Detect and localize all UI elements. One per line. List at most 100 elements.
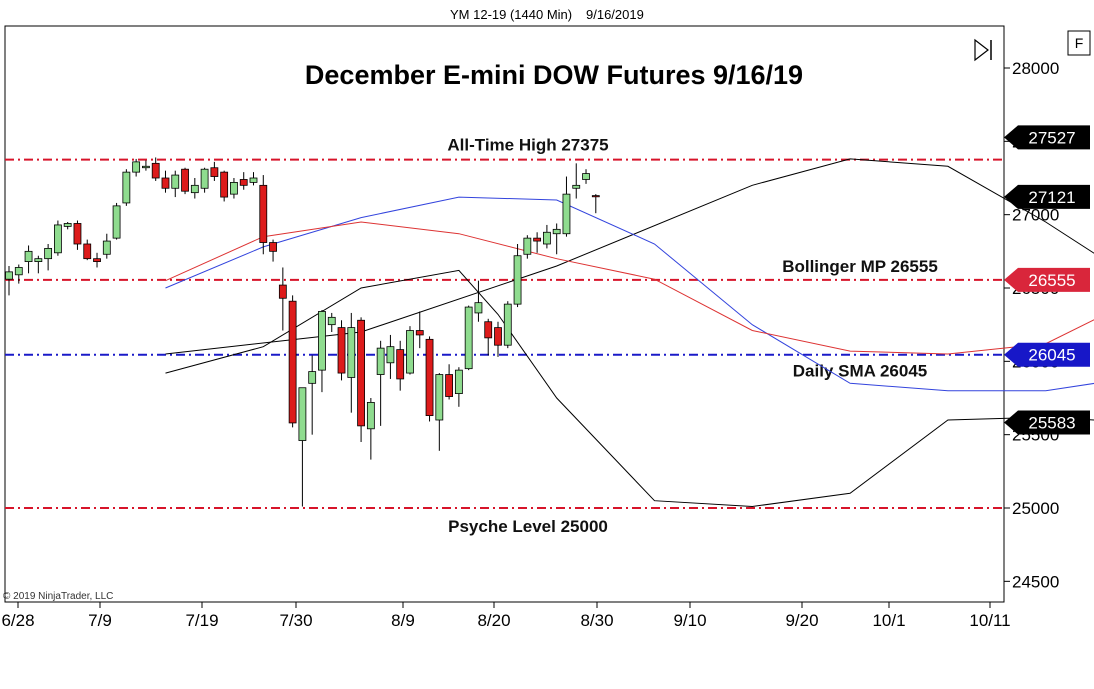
chart-header-date: 9/16/2019 [586, 7, 644, 22]
y-tick-label: 25000 [1012, 499, 1059, 518]
candle [327, 312, 336, 332]
candle [54, 220, 62, 256]
candle [503, 301, 512, 349]
x-tick-label: 10/1 [872, 611, 905, 630]
x-tick-label: 8/30 [580, 611, 613, 630]
scroll-end-icon[interactable] [974, 38, 992, 62]
candle [464, 305, 473, 371]
candle [318, 310, 326, 393]
bollinger-inner-line [165, 196, 1094, 392]
candle [269, 239, 277, 262]
price-badge: 26555 [1004, 267, 1090, 292]
candle [171, 170, 180, 198]
candle [591, 194, 600, 214]
candle [474, 280, 483, 322]
candle [239, 172, 248, 190]
chart-title: December E-mini DOW Futures 9/16/19 [305, 60, 803, 90]
candle [415, 311, 424, 349]
candle [337, 320, 346, 381]
candle [210, 161, 219, 181]
candle [259, 175, 268, 255]
price-badge: 27121 [1004, 184, 1090, 209]
levels-layer: All-Time High 27375 Bollinger MP 26555 Dai… [5, 136, 1004, 536]
candle [425, 336, 434, 422]
price-badge: 27527 [1004, 125, 1090, 150]
level-label: Bollinger MP 26555 [782, 257, 938, 276]
panel-f-button[interactable]: F [1067, 30, 1091, 56]
candle [14, 264, 23, 284]
candle [44, 244, 53, 271]
candle [181, 167, 189, 195]
candle [288, 295, 297, 428]
candle [386, 334, 395, 379]
bollinger-mid-line [165, 221, 1094, 355]
x-tick-label: 9/10 [673, 611, 706, 630]
bollinger-layer [165, 158, 1094, 508]
chart-header-instrument: YM 12-19 (1440 Min) [450, 7, 572, 22]
candle [24, 245, 33, 274]
candle [200, 167, 209, 193]
price-badge-label: 26045 [1028, 346, 1075, 365]
candle [93, 252, 101, 268]
candle [494, 321, 502, 357]
candle [308, 355, 317, 435]
candle [523, 235, 532, 259]
candle [230, 178, 238, 199]
candle [582, 169, 590, 184]
x-tick-label: 10/11 [969, 611, 1010, 630]
candle [73, 220, 82, 250]
price-badge: 26045 [1004, 342, 1090, 367]
y-tick-label: 27000 [1012, 206, 1059, 225]
price-badge: 25583 [1004, 410, 1090, 435]
candle [562, 176, 571, 237]
candle [406, 326, 414, 375]
candle [161, 170, 170, 193]
candles-layer [5, 157, 600, 507]
price-badge-label: 27121 [1028, 188, 1075, 207]
candle [445, 364, 454, 400]
panel-f-label: F [1075, 35, 1084, 51]
candle [435, 373, 444, 451]
price-badge-label: 26555 [1028, 271, 1075, 290]
level-label: All-Time High 27375 [447, 136, 608, 155]
y-tick-label: 24500 [1012, 572, 1059, 591]
candle [347, 312, 356, 413]
x-tick-label: 9/20 [785, 611, 818, 630]
x-tick-label: 7/9 [88, 611, 112, 630]
y-tick-label: 28000 [1012, 59, 1059, 78]
x-tick-label: 6/28 [1, 611, 34, 630]
price-badge-label: 25583 [1028, 413, 1075, 432]
x-tick-label: 7/19 [185, 611, 218, 630]
x-tick-label: 8/9 [391, 611, 415, 630]
candle [396, 340, 405, 391]
x-axis: 6/28 7/9 7/19 7/30 8/9 8/20 8/30 9/10 9/20 10/1 10… [1, 602, 1011, 630]
candle [112, 202, 121, 240]
candle [366, 398, 375, 460]
bollinger-upper-line [165, 158, 1094, 355]
candle [484, 318, 493, 356]
candle [142, 160, 150, 171]
price-badges: 27527 27121 26555 26045 25583 [1004, 125, 1090, 435]
candle [122, 169, 131, 206]
candle [151, 157, 160, 181]
candle [63, 222, 72, 230]
price-badge-label: 27527 [1028, 128, 1075, 147]
bollinger-lower-line [165, 269, 1094, 508]
candle [132, 158, 141, 177]
candle [454, 367, 463, 407]
candle [572, 163, 581, 199]
x-tick-label: 8/20 [477, 611, 510, 630]
candle [552, 223, 561, 255]
candle [533, 232, 542, 253]
candle [220, 170, 229, 202]
candle [102, 233, 111, 259]
candle [278, 267, 287, 331]
candle [34, 255, 43, 274]
candle [357, 317, 365, 442]
copyright-text: © 2019 NinjaTrader, LLC [3, 591, 113, 602]
candle [376, 340, 385, 426]
x-tick-label: 7/30 [279, 611, 312, 630]
candle [5, 266, 13, 296]
